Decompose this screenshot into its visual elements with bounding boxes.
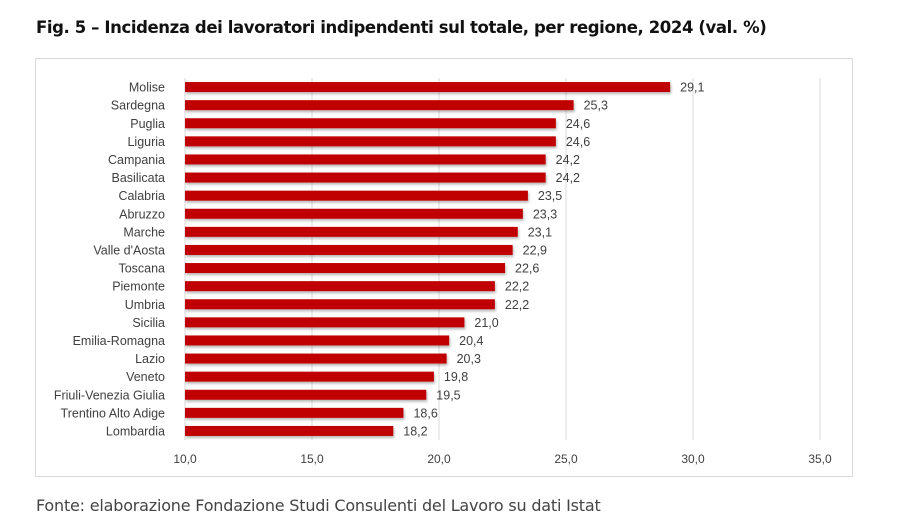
category-label: Campania — [108, 153, 165, 167]
data-label: 21,0 — [474, 316, 498, 330]
data-label: 20,4 — [459, 334, 483, 348]
category-label: Emilia-Romagna — [73, 334, 165, 348]
data-label: 23,1 — [528, 225, 552, 239]
category-label: Sicilia — [132, 316, 165, 330]
x-tick-label: 10,0 — [173, 452, 197, 466]
data-label: 24,2 — [556, 153, 580, 167]
category-label: Abruzzo — [119, 207, 165, 221]
data-label: 23,5 — [538, 189, 562, 203]
bar — [185, 82, 671, 93]
category-label: Friuli-Venezia Giulia — [54, 388, 165, 402]
bar — [185, 226, 518, 237]
category-label: Liguria — [127, 135, 165, 149]
bar — [185, 299, 495, 310]
data-label: 24,6 — [566, 117, 590, 131]
bar — [185, 172, 546, 183]
data-label: 23,3 — [533, 207, 557, 221]
data-label: 18,6 — [413, 406, 437, 420]
data-label: 24,2 — [556, 171, 580, 185]
x-tick-label: 25,0 — [554, 452, 578, 466]
category-label: Umbria — [125, 298, 165, 312]
data-label: 22,6 — [515, 262, 539, 276]
category-label: Calabria — [118, 189, 165, 203]
category-label: Lazio — [135, 352, 165, 366]
data-label: 19,5 — [436, 388, 460, 402]
x-tick-label: 20,0 — [427, 452, 451, 466]
category-label: Basilicata — [112, 171, 166, 185]
bar — [185, 244, 513, 255]
bar — [185, 154, 546, 165]
bar — [185, 263, 506, 274]
category-label: Trentino Alto Adige — [61, 406, 166, 420]
x-tick-label: 35,0 — [808, 452, 832, 466]
bar — [185, 353, 447, 364]
category-label: Valle d'Aosta — [93, 243, 165, 257]
bar — [185, 389, 427, 400]
bar — [185, 136, 556, 147]
category-label: Marche — [123, 225, 165, 239]
data-label: 29,1 — [680, 81, 704, 95]
data-label: 18,2 — [403, 424, 427, 438]
bar — [185, 190, 528, 201]
data-label: 20,3 — [457, 352, 481, 366]
data-label: 22,9 — [523, 243, 547, 257]
x-tick-label: 15,0 — [300, 452, 324, 466]
bar — [185, 118, 556, 129]
bar — [185, 281, 495, 292]
chart-title: Fig. 5 – Incidenza dei lavoratori indipe… — [36, 18, 767, 37]
bar — [185, 425, 394, 436]
category-label: Veneto — [126, 370, 165, 384]
x-tick-label: 30,0 — [681, 452, 705, 466]
category-label: Molise — [129, 81, 165, 95]
category-label: Piemonte — [112, 280, 165, 294]
bar — [185, 335, 450, 346]
bar — [185, 407, 404, 418]
data-label: 25,3 — [584, 99, 608, 113]
category-label: Sardegna — [111, 99, 165, 113]
bar — [185, 100, 574, 111]
category-label: Toscana — [118, 262, 165, 276]
data-label: 19,8 — [444, 370, 468, 384]
category-label: Lombardia — [106, 424, 165, 438]
bar — [185, 317, 465, 328]
data-label: 24,6 — [566, 135, 590, 149]
category-label: Puglia — [130, 117, 165, 131]
bar — [185, 208, 523, 219]
data-label: 22,2 — [505, 298, 529, 312]
bar — [185, 371, 434, 382]
data-label: 22,2 — [505, 280, 529, 294]
source-note: Fonte: elaborazione Fondazione Studi Con… — [36, 496, 601, 515]
